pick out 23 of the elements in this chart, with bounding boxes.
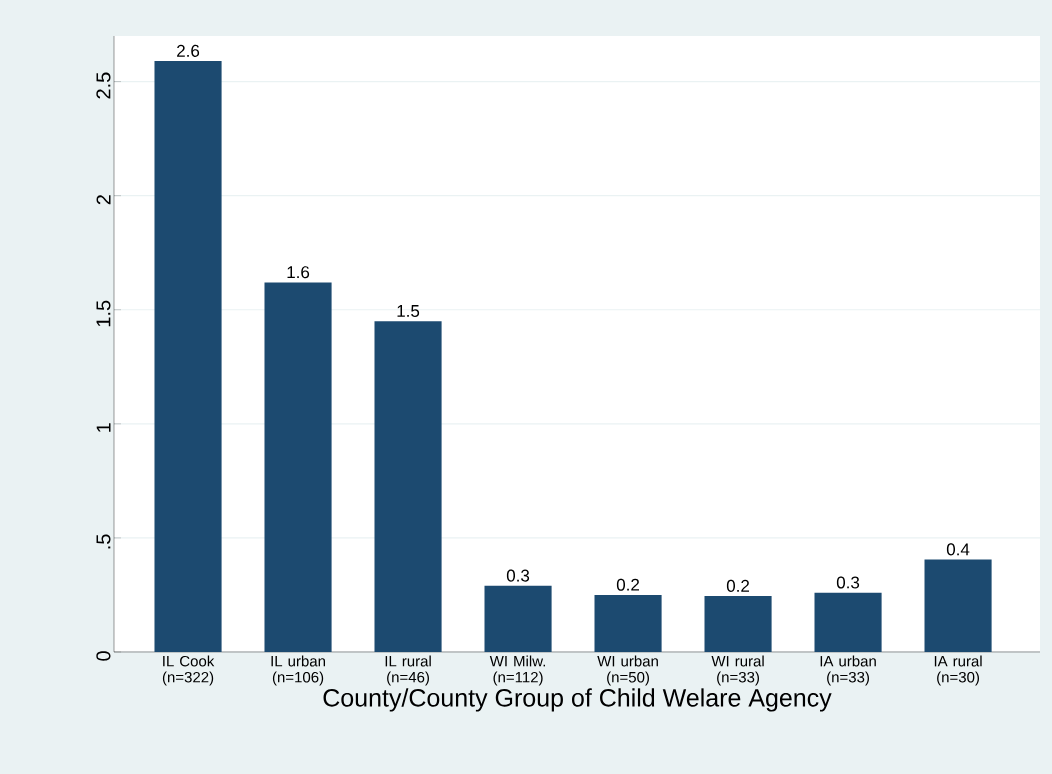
data-label: 0.2 xyxy=(726,579,750,592)
x-tick-label: IL urban (n=106) xyxy=(271,655,325,686)
y-tick-label: 2 xyxy=(96,195,111,205)
y-tick-label: 1 xyxy=(96,423,111,432)
x-tick-label: IL Cook (n=322) xyxy=(162,655,215,686)
y-tick-label: 2.5 xyxy=(96,72,111,99)
y-tick-label: .5 xyxy=(96,534,111,549)
data-label: 2.6 xyxy=(177,44,200,57)
y-tick-label: 1.5 xyxy=(96,300,111,327)
x-tick-label: IA urban (n=33) xyxy=(820,655,876,686)
x-tick-label: IL rural (n=46) xyxy=(385,655,431,686)
x-tick-label: WI urban (n=50) xyxy=(597,655,658,686)
data-label: 1.6 xyxy=(287,266,310,279)
data-label: 0.4 xyxy=(946,543,970,556)
x-tick-label: WI rural (n=33) xyxy=(711,655,764,686)
data-label: 0.2 xyxy=(616,578,639,591)
x-tick-label: WI Milw. (n=112) xyxy=(489,655,546,686)
data-label: 1.5 xyxy=(397,305,420,317)
x-tick-label: IA rural (n=30) xyxy=(934,655,982,686)
x-axis-title: County/County Group of Child Welare Agency xyxy=(323,688,832,712)
data-label: 0.3 xyxy=(506,569,530,582)
data-label: 0.3 xyxy=(836,576,860,589)
y-tick-label: 0 xyxy=(96,651,111,661)
